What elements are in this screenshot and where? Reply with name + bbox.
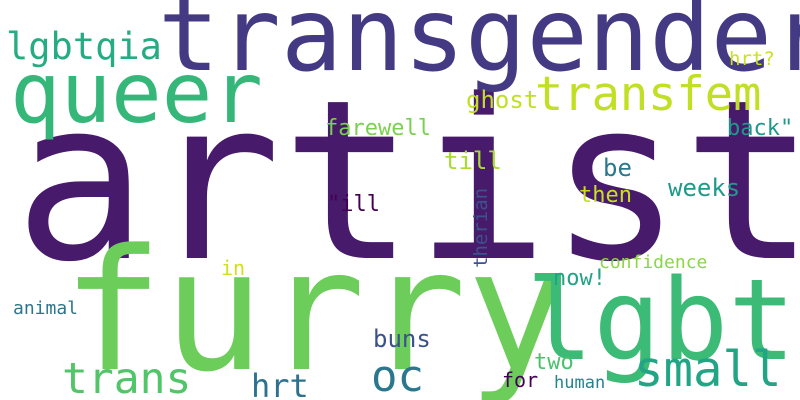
word-buns: buns [373,325,431,353]
word-back: back" [727,116,794,141]
word-artist: artist [14,53,800,311]
word-transfem: transfem [535,67,762,122]
word-therian: therian [470,187,492,268]
word-two: two [534,350,574,375]
word-small: small [634,341,782,398]
word-be: be [603,154,632,182]
word-trans: trans [62,354,192,400]
word-hrt-q: hrt? [729,48,775,70]
word-human: human [554,373,606,393]
word-ill: "ill [327,192,380,217]
word-queer: queer [10,44,263,142]
word-hrt: hrt [251,367,309,400]
word-for: for [502,368,539,392]
word-till: till [444,147,502,175]
word-furry: furry [62,213,568,400]
word-animal: animal [13,298,79,319]
word-farewell: farewell [325,116,431,141]
word-lgbtqia: lgbtqia [6,25,162,68]
word-lgbtq: lgbtq [526,256,800,386]
word-transgender: transgender [158,0,800,95]
word-ghost: ghost [466,86,539,114]
word-in: in [221,256,246,280]
word-now: now! [553,266,606,291]
word-oc: oc [371,351,424,400]
word-confidence: confidence [599,252,708,273]
word-then: then [579,183,632,208]
word-weeks: weeks [668,174,741,202]
